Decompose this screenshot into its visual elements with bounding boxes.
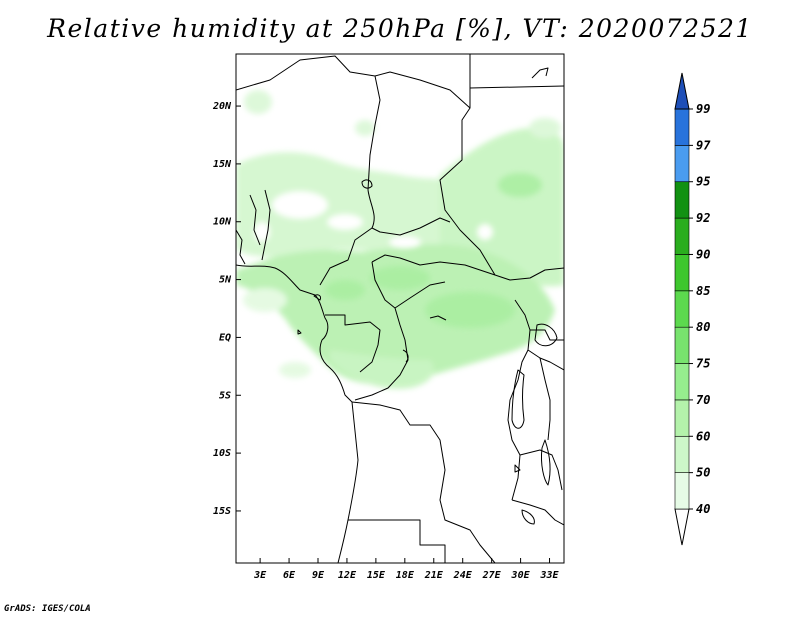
humidity-region-east [440, 127, 564, 287]
colorbar-label: 99 [696, 102, 710, 116]
latitude-label: 15N [213, 159, 232, 170]
map-title: Relative humidity at 250hPa [%], VT: 202… [47, 14, 753, 43]
longitude-label: 3E [253, 570, 267, 581]
humidity-region-west [236, 152, 470, 261]
humidity-region-central [236, 244, 555, 385]
humidity-shading [236, 90, 564, 389]
latitude-label: 5N [219, 275, 232, 286]
colorbar-label: 75 [696, 357, 710, 371]
longitude-label: 27E [482, 570, 502, 581]
colorbar: 40 50 60 70 75 80 85 90 92 95 97 99 [674, 72, 711, 546]
colorbar-segment [674, 399, 690, 437]
longitude-label: 24E [453, 570, 473, 581]
colorbar-segment [674, 326, 690, 364]
colorbar-lower-arrow [674, 508, 690, 546]
colorbar-segment [674, 363, 690, 401]
grads-credit: GrADS: IGES/COLA [4, 604, 91, 614]
country-boundaries [236, 54, 564, 563]
colorbar-segment [674, 290, 690, 328]
longitude-label: 33E [539, 570, 559, 581]
longitude-label: 18E [396, 570, 415, 581]
colorbar-label: 92 [696, 211, 710, 225]
latitude-labels: 20N 15N 10N 5N EQ 5S 10S 15S [212, 101, 241, 517]
longitude-label: 12E [338, 570, 357, 581]
colorbar-label: 50 [696, 466, 710, 480]
longitude-label: 6E [283, 570, 296, 581]
colorbar-upper-arrow [674, 72, 690, 110]
humidity-patch [243, 288, 287, 312]
longitude-label: 15E [367, 570, 386, 581]
humidity-patch [279, 362, 311, 378]
colorbar-segment [674, 108, 690, 146]
colorbar-label: 80 [696, 320, 710, 334]
latitude-label: 20N [212, 101, 232, 112]
longitude-label: 9E [312, 570, 325, 581]
colorbar-segment [674, 145, 690, 183]
map-frame [235, 53, 565, 564]
humidity-patch [529, 118, 561, 138]
colorbar-label: 40 [696, 502, 710, 516]
colorbar-segment [674, 217, 690, 255]
colorbar-label: 60 [696, 429, 710, 443]
colorbar-label: 85 [696, 284, 710, 298]
longitude-labels: 3E 6E 9E 12E 15E 18E 21E 24E 27E 30E 33E [253, 558, 560, 581]
colorbar-segment [674, 254, 690, 292]
colorbar-label: 90 [696, 247, 710, 261]
latitude-label: 10N [213, 217, 232, 228]
longitude-label: 30E [511, 570, 531, 581]
latitude-label: 5S [219, 390, 231, 401]
humidity-patch [355, 120, 375, 136]
colorbar-segment [674, 472, 690, 510]
latitude-label: EQ [219, 332, 231, 343]
colorbar-label: 95 [696, 175, 710, 189]
colorbar-segment [674, 181, 690, 219]
longitude-label: 21E [424, 570, 444, 581]
colorbar-segment [674, 435, 690, 473]
latitude-label: 15S [213, 506, 231, 517]
colorbar-label: 70 [696, 393, 710, 407]
colorbar-label: 97 [696, 138, 711, 152]
latitude-label: 10S [213, 448, 231, 459]
humidity-patch [244, 90, 272, 114]
